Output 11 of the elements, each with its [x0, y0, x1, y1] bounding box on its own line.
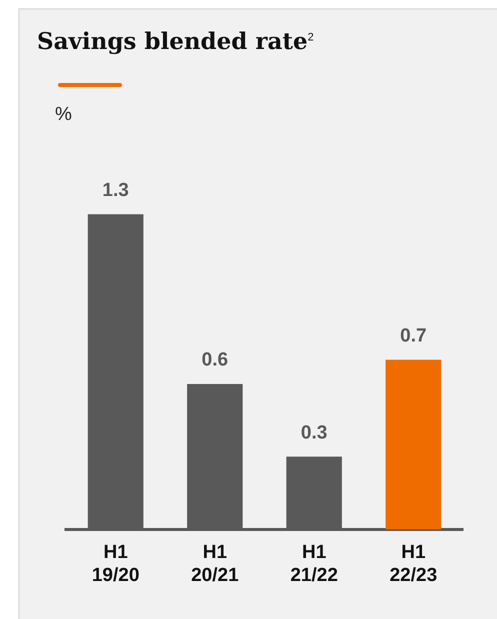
- y-axis-title: %: [55, 104, 72, 126]
- data-label: 1.3: [102, 180, 129, 201]
- chart-title: Savings blended rate$^{2}$: [37, 28, 314, 55]
- x-tick-label: H1 22/23: [390, 542, 438, 586]
- data-label: 0.7: [400, 325, 427, 346]
- data-label: 0.6: [202, 350, 228, 371]
- bar: [386, 360, 442, 530]
- x-tick-label: H1 20/21: [191, 542, 240, 586]
- x-tick-label: H1 21/22: [290, 542, 338, 586]
- data-label: 0.3: [300, 422, 328, 444]
- x-tick-label: H1 19/20: [92, 542, 140, 586]
